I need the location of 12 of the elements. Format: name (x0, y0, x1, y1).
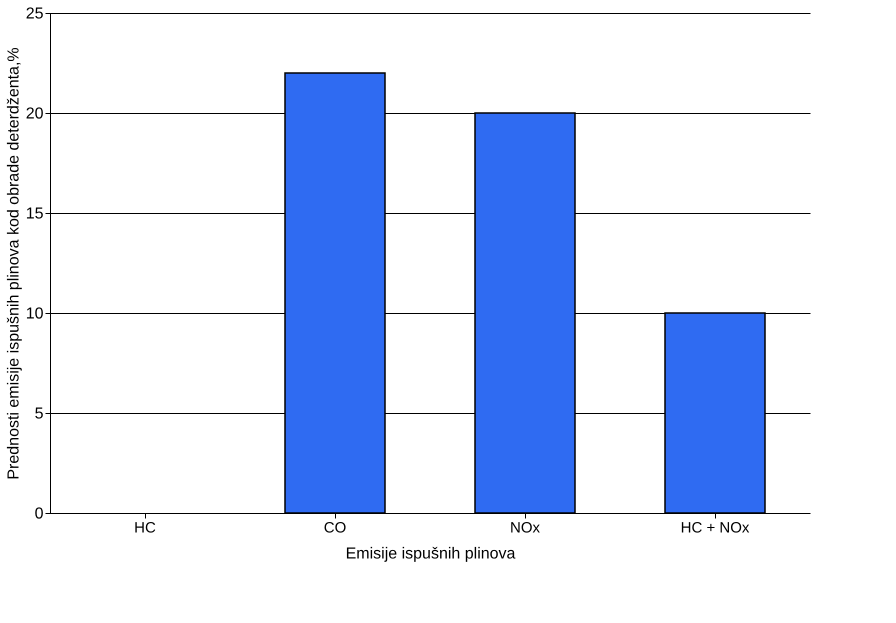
x-tick-label: CO (324, 520, 346, 536)
x-tick-label: HC + NOx (680, 520, 750, 536)
y-axis-title: Prednosti emisije ispušnih plinova kod obrade deterdženta,% (6, 47, 23, 480)
y-tick-label: 5 (34, 406, 44, 422)
y-tick-label: 15 (26, 206, 44, 222)
x-tick-label: HC (134, 520, 156, 536)
y-tick-label: 20 (26, 106, 44, 122)
y-tick-label: 0 (34, 506, 44, 522)
x-axis-title: Emisije ispušnih plinova (346, 546, 516, 562)
y-tick-label: 10 (26, 306, 44, 322)
y-tick-label: 25 (26, 6, 44, 22)
x-tick-label: NOx (510, 520, 540, 536)
